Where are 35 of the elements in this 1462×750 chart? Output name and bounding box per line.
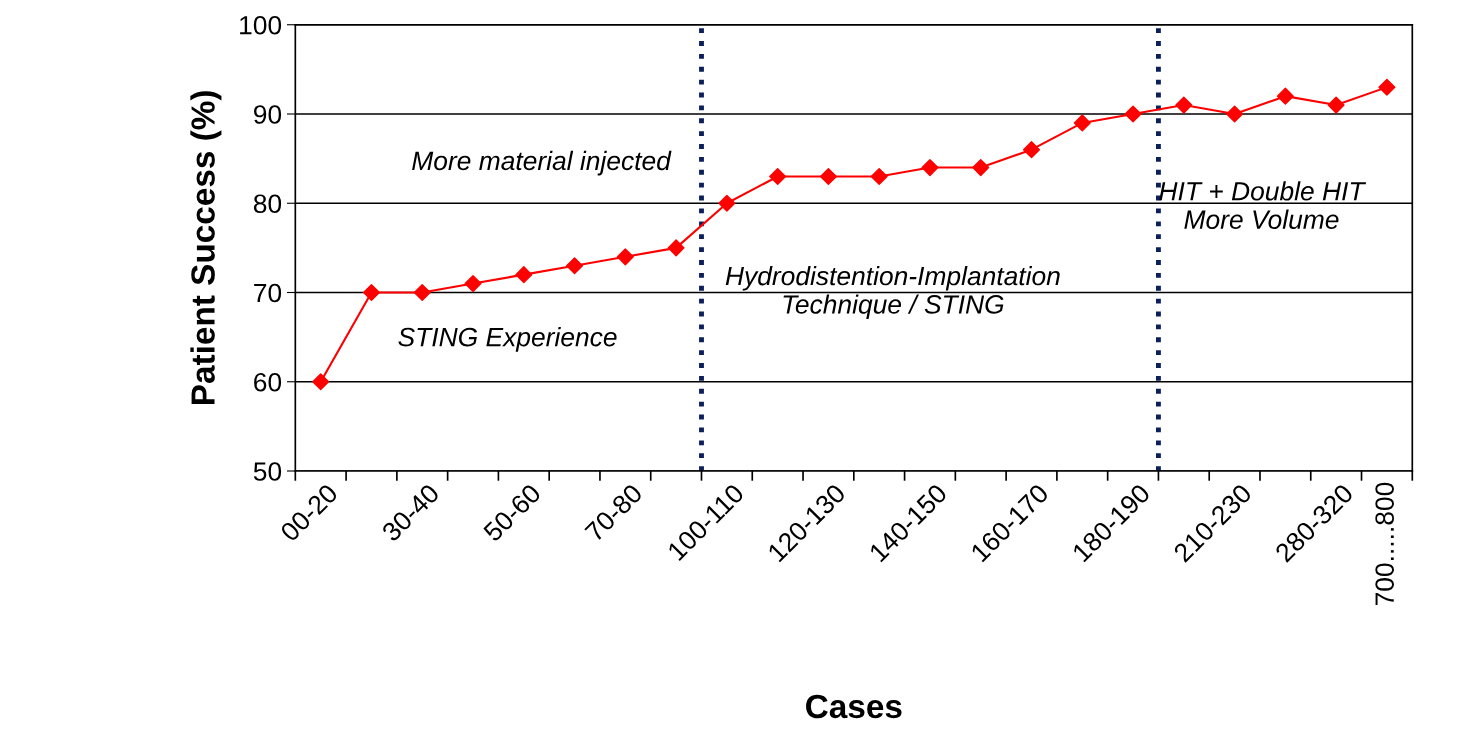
y-tick-label: 70 — [254, 283, 282, 303]
point — [1378, 78, 1396, 96]
point — [464, 275, 482, 293]
annotation: STING Experience — [398, 327, 617, 352]
annotation: Hydrodistention-Implantation Technique / STING — [725, 265, 1060, 320]
x-axis-title: Cases — [806, 694, 902, 719]
point — [1022, 141, 1041, 159]
point — [921, 158, 939, 177]
x-tick-label: 700.....800 — [1375, 482, 1394, 606]
point — [718, 194, 736, 212]
point — [515, 266, 533, 284]
point — [1124, 105, 1142, 123]
annotation: HIT + Double HIT More Volume — [1159, 181, 1367, 230]
point — [819, 167, 837, 186]
point — [769, 167, 787, 186]
point — [616, 248, 634, 266]
point — [1175, 96, 1193, 114]
y-tick-label: 100 — [240, 15, 282, 35]
point — [1327, 96, 1345, 114]
point — [413, 283, 431, 302]
y-tick-label: 80 — [253, 194, 282, 214]
y-tick-label: 60 — [254, 372, 282, 392]
point — [1073, 114, 1091, 132]
point — [362, 283, 381, 302]
y-tick-label: 90 — [254, 105, 282, 124]
y-tick-label: 50 — [253, 462, 282, 481]
point — [972, 158, 990, 177]
annotation: More material injected — [412, 150, 672, 176]
point — [1276, 87, 1294, 105]
point — [1226, 105, 1244, 123]
point — [566, 257, 584, 275]
point — [667, 239, 685, 257]
point — [312, 373, 330, 391]
y-axis-title: Patient Success (%) — [190, 91, 222, 405]
point — [870, 167, 888, 186]
